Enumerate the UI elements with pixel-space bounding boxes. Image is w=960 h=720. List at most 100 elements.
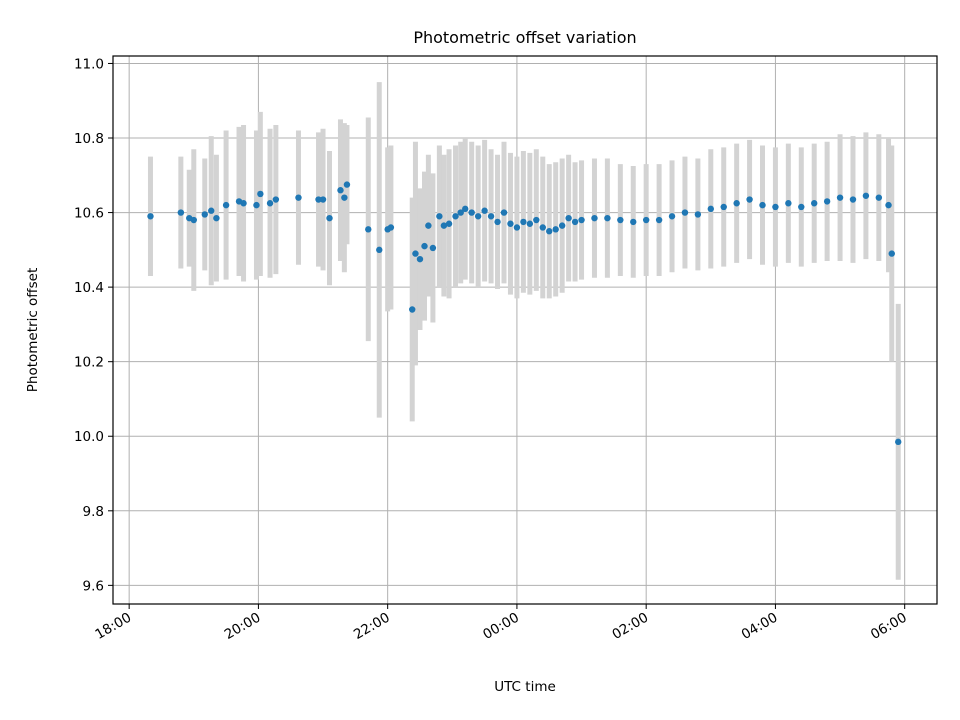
data-point: [823, 198, 831, 205]
data-point: [487, 213, 495, 220]
data-point: [319, 196, 327, 203]
data-point: [481, 207, 488, 214]
x-tick-label: 06:00: [868, 610, 910, 643]
data-point: [295, 194, 302, 201]
point-layer: [147, 181, 902, 446]
plot-frame: [112, 55, 938, 605]
data-point: [416, 255, 424, 263]
data-point: [888, 250, 895, 257]
data-point: [895, 438, 902, 446]
data-point: [429, 244, 437, 252]
y-axis: 9.6 9.8 10.0 10.2 10.4 10.6 10.8 11.0: [74, 56, 113, 594]
data-point: [746, 196, 753, 203]
data-point: [772, 203, 779, 211]
data-point: [836, 194, 844, 201]
data-point: [425, 222, 432, 229]
data-point: [875, 194, 883, 201]
data-point: [565, 214, 572, 222]
data-point: [617, 216, 624, 224]
data-point: [630, 218, 637, 226]
errorbar-layer: [147, 82, 901, 580]
data-point: [272, 196, 280, 203]
x-tick-label: 18:00: [92, 610, 134, 643]
data-point: [409, 306, 416, 313]
data-point: [578, 216, 585, 224]
y-axis-label: Photometric offset: [25, 268, 41, 392]
data-point: [257, 190, 264, 198]
data-point: [387, 224, 395, 231]
y-tick-label: 10.4: [74, 280, 104, 296]
data-point: [558, 222, 566, 229]
data-point: [462, 205, 469, 213]
data-point: [365, 226, 372, 233]
data-point: [266, 200, 274, 207]
data-point: [520, 218, 527, 226]
data-point: [849, 196, 857, 203]
data-point: [798, 203, 805, 211]
data-point: [655, 216, 663, 224]
data-point: [507, 220, 514, 227]
data-point: [201, 211, 208, 218]
data-point: [604, 214, 611, 222]
data-point: [694, 211, 702, 218]
data-point: [208, 207, 215, 214]
data-point: [253, 201, 260, 209]
data-point: [707, 205, 715, 213]
data-point: [885, 201, 892, 209]
y-tick-label: 10.0: [74, 429, 104, 445]
x-tick-label: 00:00: [480, 610, 522, 643]
data-point: [341, 194, 348, 201]
data-point: [546, 228, 553, 235]
data-point: [147, 213, 154, 220]
data-point: [811, 200, 818, 207]
data-point: [315, 196, 322, 203]
data-point: [468, 209, 475, 216]
data-point: [445, 220, 453, 227]
data-point: [412, 250, 419, 257]
data-point: [571, 218, 579, 226]
x-axis-label: UTC time: [494, 679, 556, 695]
data-point: [337, 187, 344, 194]
y-tick-label: 11.0: [74, 56, 104, 72]
x-axis: 18:00 20:00 22:00 00:00 02:00 04:00 06:00: [92, 604, 910, 643]
data-point: [457, 209, 464, 216]
data-point: [591, 214, 598, 222]
data-point: [436, 213, 443, 220]
data-point: [440, 222, 448, 229]
data-point: [474, 213, 482, 220]
data-point: [733, 200, 740, 207]
y-tick-label: 10.8: [74, 131, 104, 147]
data-point: [526, 220, 534, 227]
data-point: [862, 192, 870, 199]
data-point: [759, 201, 766, 209]
data-point: [494, 218, 501, 226]
y-tick-label: 10.2: [74, 355, 104, 371]
chart-title: Photometric offset variation: [413, 28, 636, 47]
data-point: [190, 216, 197, 224]
data-point: [213, 214, 220, 222]
data-point: [720, 203, 727, 211]
y-tick-label: 10.6: [74, 206, 104, 222]
data-point: [785, 200, 792, 207]
data-point: [539, 224, 546, 231]
data-point: [222, 201, 230, 209]
y-tick-label: 9.8: [83, 504, 104, 520]
data-point: [343, 181, 351, 188]
data-point: [240, 200, 247, 207]
x-tick-label: 02:00: [609, 610, 651, 643]
data-point: [421, 242, 428, 250]
data-point: [452, 213, 459, 220]
data-point: [177, 209, 185, 216]
x-tick-label: 04:00: [739, 610, 781, 643]
data-point: [500, 209, 508, 216]
data-point: [668, 213, 676, 220]
data-point: [552, 226, 559, 233]
data-point: [533, 216, 540, 224]
data-point: [326, 214, 333, 222]
data-point: [642, 216, 650, 224]
y-tick-label: 9.6: [83, 578, 104, 594]
data-point: [681, 209, 689, 216]
data-point: [376, 246, 383, 254]
x-tick-label: 20:00: [222, 610, 264, 643]
